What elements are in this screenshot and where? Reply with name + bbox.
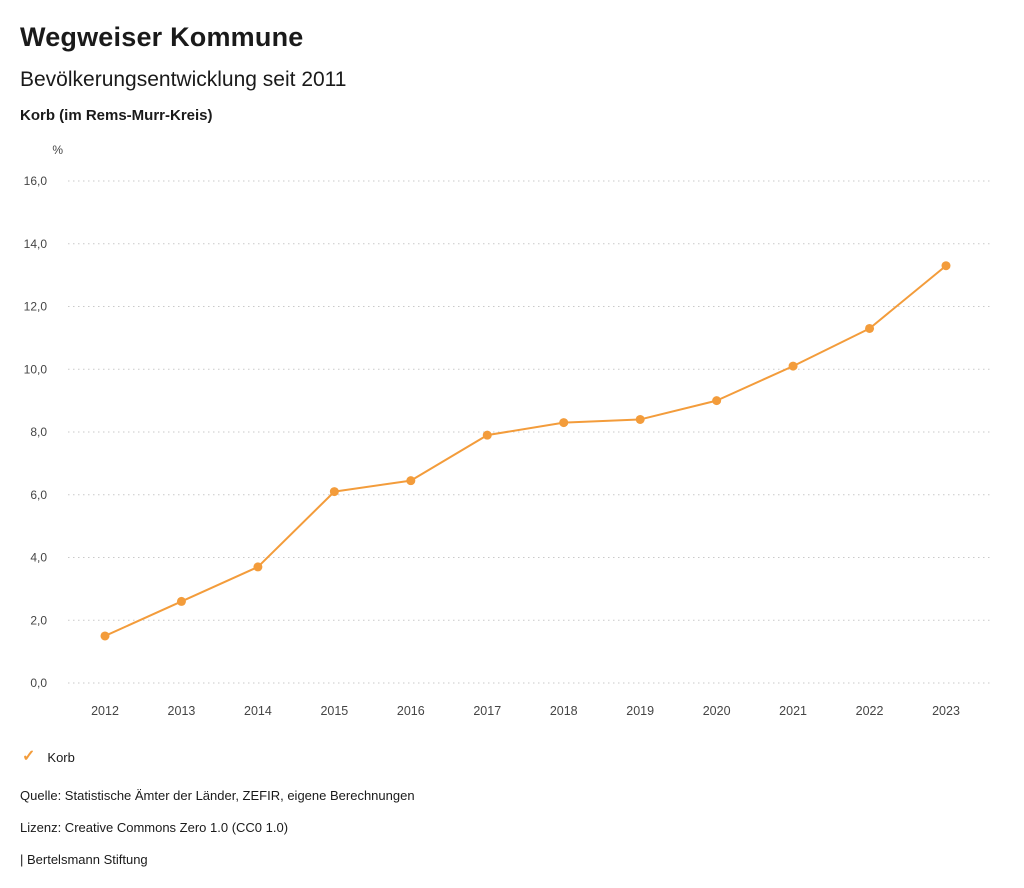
x-axis-tick-label: 2021 [779,704,807,718]
data-point[interactable] [635,414,645,424]
y-axis-tick-label: 0,0 [30,676,47,690]
data-point[interactable] [482,430,492,440]
x-axis-tick-label: 2015 [320,704,348,718]
data-point[interactable] [559,418,569,428]
x-axis-tick-label: 2022 [856,704,884,718]
y-axis-tick-label: 10,0 [24,362,48,376]
data-point[interactable] [941,261,951,271]
page-title: Wegweiser Kommune [20,22,304,52]
chart-line [104,264,947,637]
x-axis-tick-label: 2014 [244,704,272,718]
y-axis-unit-label: % [52,143,63,157]
y-axis-tick-label: 16,0 [24,174,48,188]
data-point[interactable] [712,396,722,406]
y-axis-tick-label: 8,0 [30,425,47,439]
source-note: Quelle: Statistische Ämter der Länder, Z… [20,788,415,803]
y-axis-tick-label: 6,0 [30,488,47,502]
data-point[interactable] [176,596,186,606]
chart-subtitle: Bevölkerungsentwicklung seit 2011 [20,68,347,91]
region-label: Korb (im Rems-Murr-Kreis) [20,107,213,124]
data-point[interactable] [329,487,339,497]
y-axis-tick-label: 14,0 [24,237,48,251]
data-point[interactable] [406,476,416,486]
x-axis-tick-label: 2013 [168,704,196,718]
x-axis-tick-label: 2012 [91,704,119,718]
check-icon: ✓ [22,748,36,765]
x-axis-tick-label: 2016 [397,704,425,718]
attribution-note: | Bertelsmann Stiftung [20,852,148,867]
x-axis-tick-label: 2023 [932,704,960,718]
data-point[interactable] [865,323,875,333]
population-line-chart: % 0,0 2,0 4,0 6,0 8,0 10,0 12,0 14,0 16,0 2012 201… [24,143,990,718]
chart-area: % 0,0 2,0 4,0 6,0 8,0 10,0 12,0 14,0 16,0 2012 201… [0,136,1024,733]
data-point[interactable] [100,631,110,641]
y-axis-tick-label: 4,0 [30,551,47,565]
x-axis-tick-label: 2017 [473,704,501,718]
y-axis-tick-label: 12,0 [24,300,48,314]
page: Wegweiser Kommune Bevölkerungsentwicklun… [0,22,1024,867]
legend-item-label: Korb [47,749,75,765]
x-axis-tick-label: 2018 [550,704,578,718]
license-note: Lizenz: Creative Commons Zero 1.0 (CC0 1… [20,820,289,835]
x-axis-tick-label: 2020 [703,704,731,718]
y-axis-tick-label: 2,0 [30,613,47,627]
x-axis-tick-label: 2019 [626,704,654,718]
legend-item-korb[interactable]: ✓ Korb [22,749,75,765]
footer: Quelle: Statistische Ämter der Länder, Z… [20,788,1004,867]
data-point[interactable] [788,361,798,371]
data-point[interactable] [253,562,263,572]
